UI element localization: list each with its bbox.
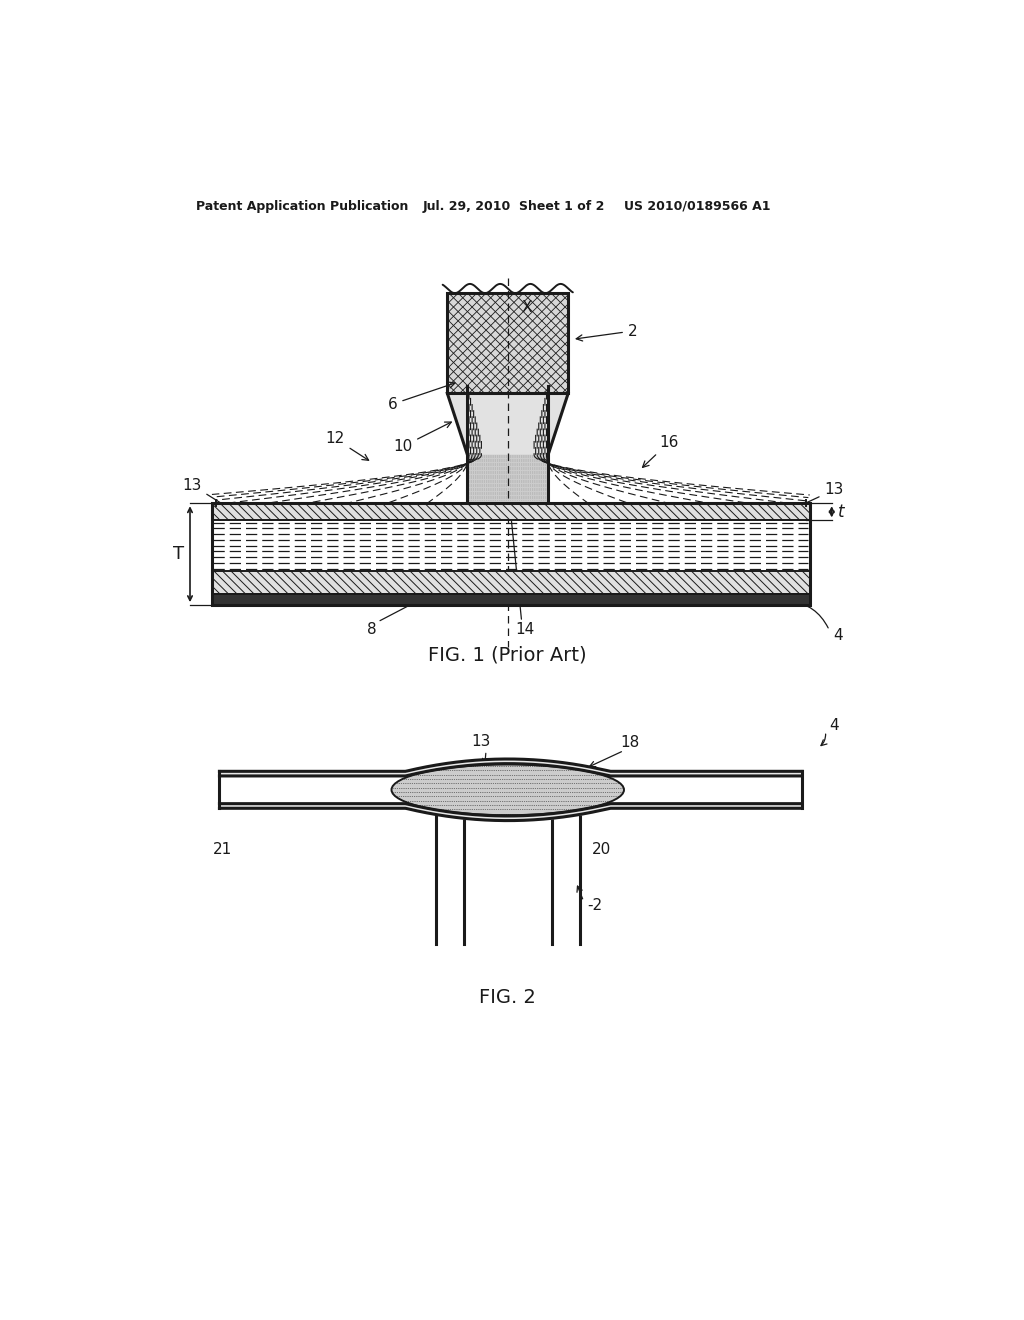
Bar: [212, 594, 810, 605]
Text: FIG. 1 (Prior Art): FIG. 1 (Prior Art): [428, 645, 587, 664]
Text: X: X: [521, 300, 532, 314]
Text: US 2010/0189566 A1: US 2010/0189566 A1: [624, 199, 770, 213]
Bar: [447, 293, 568, 393]
Text: 20: 20: [592, 842, 610, 858]
Text: 16: 16: [642, 436, 678, 467]
Text: t: t: [838, 503, 845, 521]
Text: Jul. 29, 2010  Sheet 1 of 2: Jul. 29, 2010 Sheet 1 of 2: [423, 199, 605, 213]
Bar: [212, 503, 810, 520]
Text: 21: 21: [213, 842, 232, 858]
Text: FIG. 2: FIG. 2: [479, 989, 537, 1007]
Bar: [447, 293, 568, 393]
Bar: [447, 293, 568, 393]
Bar: [212, 503, 810, 605]
Bar: [212, 572, 810, 594]
Text: 12: 12: [326, 432, 369, 461]
Text: 14: 14: [515, 622, 535, 638]
Text: -2: -2: [588, 898, 603, 913]
Text: T: T: [173, 545, 183, 564]
Text: 13: 13: [182, 478, 231, 510]
Text: 10: 10: [393, 422, 452, 454]
Text: 13: 13: [824, 482, 844, 498]
Text: 13: 13: [471, 734, 490, 748]
Text: 8: 8: [368, 622, 377, 638]
Text: 4: 4: [829, 718, 839, 733]
Ellipse shape: [391, 764, 624, 816]
Text: Patent Application Publication: Patent Application Publication: [197, 199, 409, 213]
Text: 4: 4: [834, 628, 843, 643]
Text: 2: 2: [577, 323, 638, 341]
Text: 6: 6: [388, 381, 455, 412]
Text: 18: 18: [621, 735, 639, 750]
